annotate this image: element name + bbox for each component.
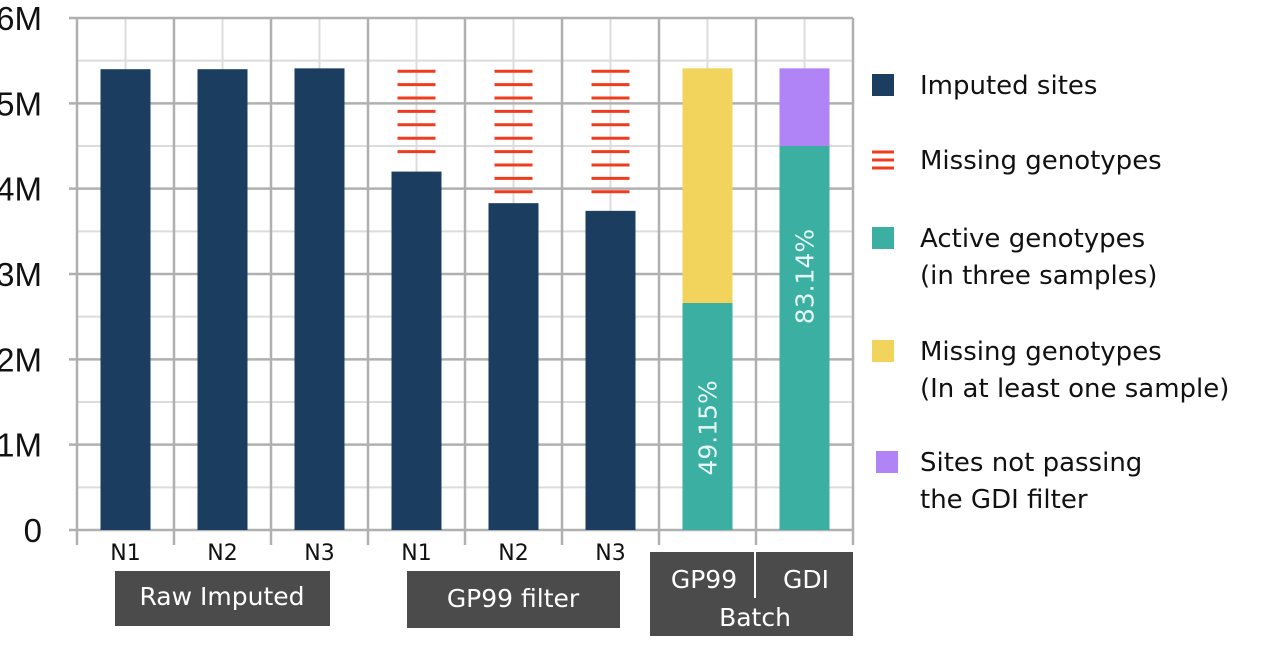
- x-tick-label: N1: [110, 541, 140, 566]
- y-tick-label: 0: [24, 512, 42, 549]
- legend: Imputed sites Missing genotypes Active gen…: [872, 71, 1229, 515]
- percent-label: 83.14%: [791, 229, 820, 324]
- x-tick-label: N3: [595, 541, 625, 566]
- axes: 0 1M 2M 3M 4M 5M 6M N1 N2 N3 N1 N2 N3: [0, 0, 855, 566]
- bar-segment-2: [682, 303, 733, 530]
- x-tick-label: N1: [401, 541, 431, 566]
- bar-segment-0: [391, 171, 442, 530]
- legend-label: Missing genotypes: [920, 146, 1162, 176]
- bar-segment-0: [294, 68, 345, 530]
- group-label: GP99 filter: [447, 584, 580, 613]
- legend-swatch: [872, 74, 894, 96]
- legend-label: Imputed sites: [920, 71, 1097, 101]
- legend-swatch: [872, 227, 894, 249]
- bar-segment-3: [682, 68, 733, 304]
- bar-segment-0: [197, 69, 248, 530]
- y-tick-label: 1M: [0, 427, 42, 464]
- percent-label: 49.15%: [694, 380, 723, 475]
- bar-segment-4: [779, 68, 830, 146]
- group-label: Raw Imputed: [139, 582, 304, 611]
- group-box-batch: [650, 552, 853, 636]
- grid: [69, 16, 855, 532]
- group-box-raw-imputed: [115, 571, 330, 626]
- y-tick-label: 6M: [0, 0, 42, 37]
- bars: 49.15% 83.14%: [100, 68, 830, 530]
- group-label: Batch: [719, 603, 791, 632]
- x-tick-label: N2: [207, 541, 237, 566]
- y-tick-label: 4M: [0, 171, 42, 208]
- legend-label: Missing genotypes (In at least one sample…: [920, 337, 1229, 404]
- legend-label: Active genotypes (in three samples): [920, 224, 1157, 291]
- x-tick-label: N3: [304, 541, 334, 566]
- batch-category-label: GP99: [671, 565, 737, 594]
- bar-segment-0: [585, 210, 636, 530]
- legend-swatch: [872, 340, 894, 362]
- y-tick-label: 5M: [0, 85, 42, 122]
- bar-segment-0: [100, 69, 151, 530]
- group-labels: Raw Imputed GP99 filter GP99 GDI Batch: [115, 552, 853, 636]
- y-tick-label: 3M: [0, 256, 42, 293]
- y-tick-label: 2M: [0, 341, 42, 378]
- group-box-gp99-filter: [407, 571, 620, 628]
- bar-segment-0: [488, 203, 539, 530]
- bar-segment-2: [779, 146, 830, 530]
- x-tick-label: N2: [498, 541, 528, 566]
- batch-category-label: GDI: [783, 565, 829, 594]
- legend-swatch: [876, 451, 898, 473]
- legend-label: Sites not passing the GDI filter: [920, 448, 1142, 515]
